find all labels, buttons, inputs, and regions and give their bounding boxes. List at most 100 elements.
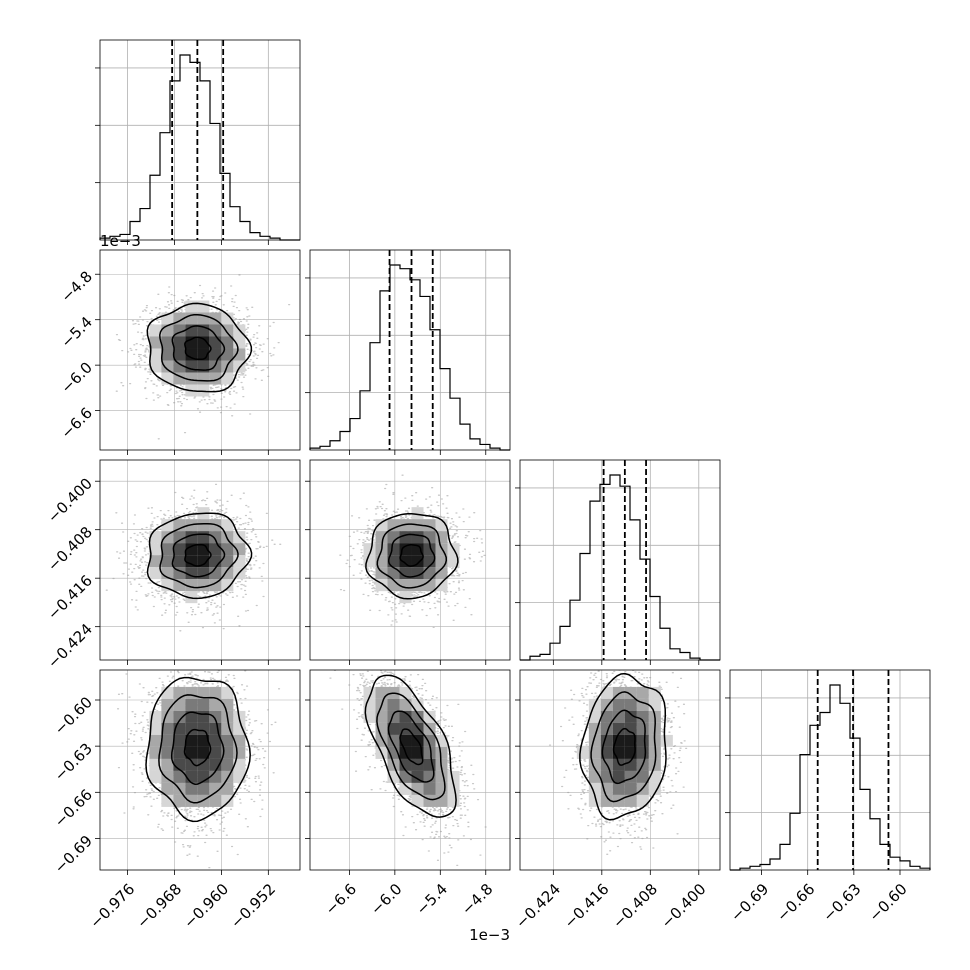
hist2d-cell [185,722,198,735]
y-tick-label: −0.408 [44,523,96,575]
y-tick-label: −5.4 [58,313,96,351]
histogram-line [309,264,510,451]
histogram-bin [480,444,490,450]
contour [590,691,657,803]
hist2d-cell [624,710,637,723]
histogram-bin [680,653,690,660]
hist2d-cell [149,734,162,747]
histogram-bin [380,291,390,450]
histogram-bin [880,844,890,870]
scatter-panel-3-1 [95,459,301,665]
hist2d-cell [149,567,162,580]
contour [171,533,226,578]
contour [146,512,253,600]
hist2d-cell [173,794,186,807]
y-offset-label: 1e−3 [100,232,141,250]
x-tick-label: −0.400 [658,880,710,932]
hist2d-cell [161,531,174,544]
hist2d-cell [185,698,198,711]
hist2d-cell [161,722,174,735]
hist2d-cell [185,686,198,699]
y-tick-label: −4.8 [58,268,96,306]
hist2d-cell [209,372,222,385]
hist2d-cell [423,770,436,783]
histogram-bin [580,553,590,660]
x-tick-label: −0.66 [773,880,818,925]
hist2d-cell [197,384,210,397]
hist2d-cell [185,372,198,385]
histogram-bin [660,628,670,660]
histogram-bin [340,432,350,451]
hist2d-cell [185,746,198,759]
y-tick-label: −6.6 [58,404,96,442]
panel-frame [519,669,721,871]
hist2d-cell [221,348,234,361]
hist2d-cell [423,531,436,544]
hist2d-cell [399,734,412,747]
panel-content [105,483,282,632]
y-tick-label: −0.424 [44,620,96,672]
x-offset-label: 1e−3 [469,926,510,944]
hist2d-cell [636,770,649,783]
contour [145,676,251,823]
histogram-bin [190,62,200,240]
hist2d-cell [636,686,649,699]
hist2d-cell [221,770,234,783]
hist2d-cell [161,360,174,373]
hist2d-cell [624,686,637,699]
hist2d-cell [149,770,162,783]
histogram-bin [840,703,850,870]
hist2d-cell [387,531,400,544]
hist2d-cell [161,782,174,795]
hist2d-cell [185,794,198,807]
histogram-bin [210,123,220,240]
panel-frame [729,669,931,871]
hist2d-cell [435,770,448,783]
hist2d-cell [423,567,436,580]
hist2d-cell [185,324,198,337]
hist2d-cell [387,567,400,580]
hist2d-cell [423,746,436,759]
hist2d-cell [636,794,649,807]
x-tick-label: −4.8 [458,880,496,918]
hist2d-cell [173,348,186,361]
hist2d-cell [209,531,222,544]
hist2d-cell [423,710,436,723]
hist2d-cell [624,794,637,807]
hist2d-cell [411,507,424,520]
panel-content [329,670,487,867]
hist2d-cell [435,746,448,759]
hist2d-cell [411,710,424,723]
x-tick-label: −0.976 [86,880,138,932]
hist2d-cell [197,746,210,759]
hist2d-cell [197,722,210,735]
histogram-bin [350,419,360,450]
hist2d-cell [411,794,424,807]
hist2d-cell [173,312,186,325]
hist2d-cell [197,734,210,747]
hist2d-cell [161,579,174,592]
hist2d-cell [221,567,234,580]
hist2d-cell [185,758,198,771]
panel-frame [99,249,301,451]
hist2d-cell [173,746,186,759]
histogram-bin [230,207,240,240]
x-tick-label: −0.968 [133,880,185,932]
hist2d-cell [197,698,210,711]
histogram-bin [250,233,260,240]
hist2d-cell [375,567,388,580]
histogram-bin [820,712,830,870]
histogram-bin [780,844,790,870]
hist2d-cell [197,531,210,544]
hist2d-cell [660,734,673,747]
hist2d-cell [624,734,637,747]
contour [387,533,436,578]
hist2d-cell [399,543,412,556]
hist2d-cell [612,758,625,771]
hist2d-cell [209,758,222,771]
contour [579,672,667,821]
hist2d-cell [233,336,246,349]
hist2d-cell [233,746,246,759]
hist2d-cell [624,758,637,771]
contour [612,727,636,766]
